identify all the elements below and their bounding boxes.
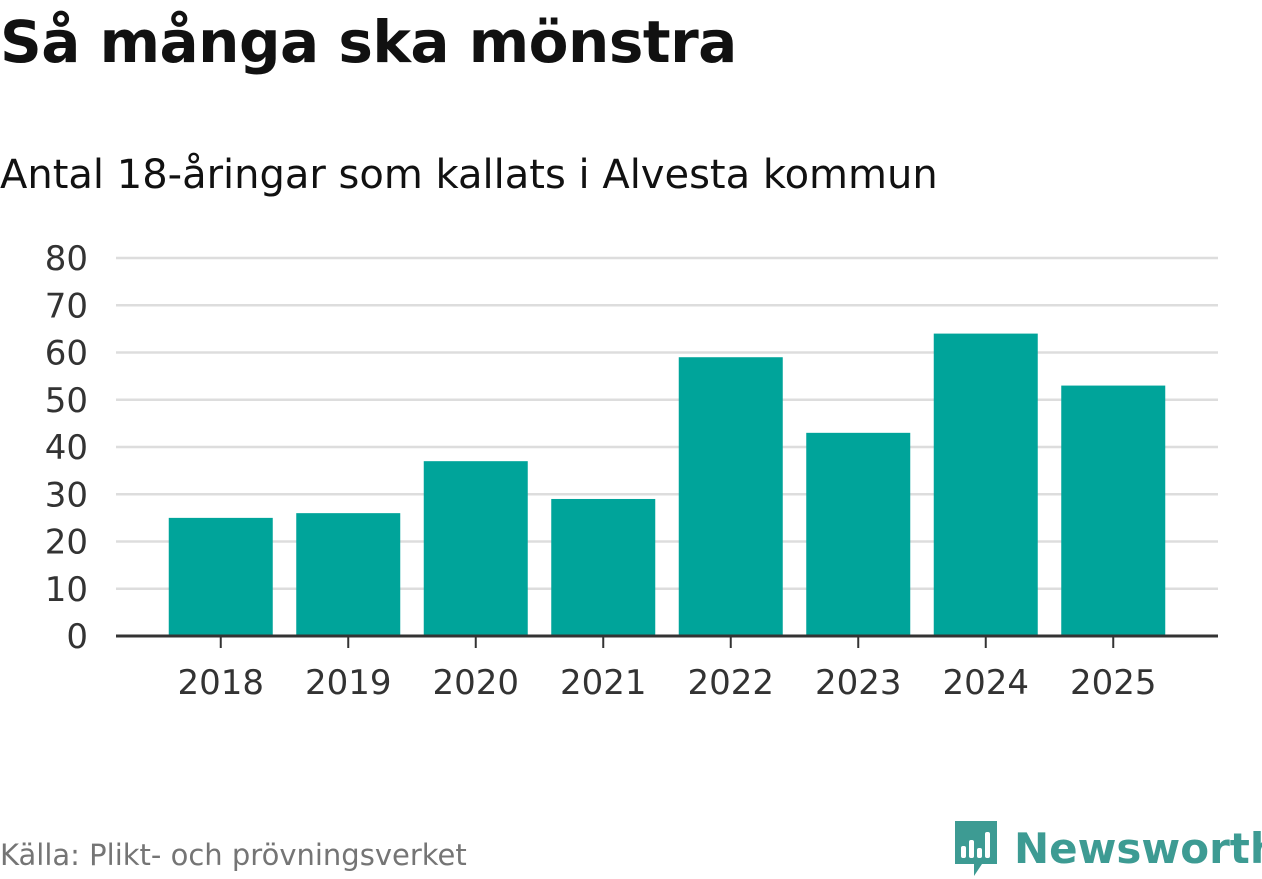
y-tick-label: 0 (66, 617, 88, 657)
y-tick-label: 10 (45, 570, 88, 610)
y-tick-label: 80 (45, 239, 88, 279)
brand-logo: Newsworthy (952, 818, 1262, 878)
bar-2022 (678, 357, 783, 636)
x-tick-label: 2022 (687, 663, 774, 703)
x-tick-label: 2021 (560, 663, 647, 703)
x-tick-label: 2024 (942, 663, 1029, 703)
y-tick-label: 60 (45, 334, 88, 374)
bar-2021 (551, 498, 656, 636)
bar-2018 (168, 517, 273, 636)
chart-title: Så många ska mönstra (0, 8, 737, 76)
x-tick-label: 2018 (177, 663, 264, 703)
y-tick-label: 40 (45, 428, 88, 468)
bar-2024 (933, 333, 1038, 636)
y-tick-label: 70 (45, 286, 88, 326)
x-axis (116, 634, 1218, 648)
bar-2025 (1061, 385, 1166, 636)
bars (168, 333, 1166, 636)
x-tick-label: 2019 (305, 663, 392, 703)
y-tick-label: 30 (45, 475, 88, 515)
x-tick-label: 2020 (432, 663, 519, 703)
bar-2023 (806, 432, 911, 636)
y-tick-label: 50 (45, 381, 88, 421)
x-tick-label: 2023 (815, 663, 902, 703)
bar-2019 (296, 513, 401, 636)
x-axis-tick-labels: 2018 2019 2020 2021 2022 2023 2024 2025 (177, 663, 1156, 703)
chart-subtitle: Antal 18-åringar som kallats i Alvesta k… (0, 152, 938, 198)
brand-name: Newsworthy (1014, 823, 1262, 873)
y-tick-label: 20 (45, 523, 88, 563)
grid-lines (116, 256, 1218, 590)
source-note: Källa: Plikt- och prövningsverket (0, 838, 467, 872)
newsworthy-icon (955, 821, 997, 876)
x-tick-label: 2025 (1070, 663, 1157, 703)
y-axis-tick-labels: 0 10 20 30 40 50 60 70 80 (45, 239, 88, 657)
bar-2020 (423, 461, 528, 636)
